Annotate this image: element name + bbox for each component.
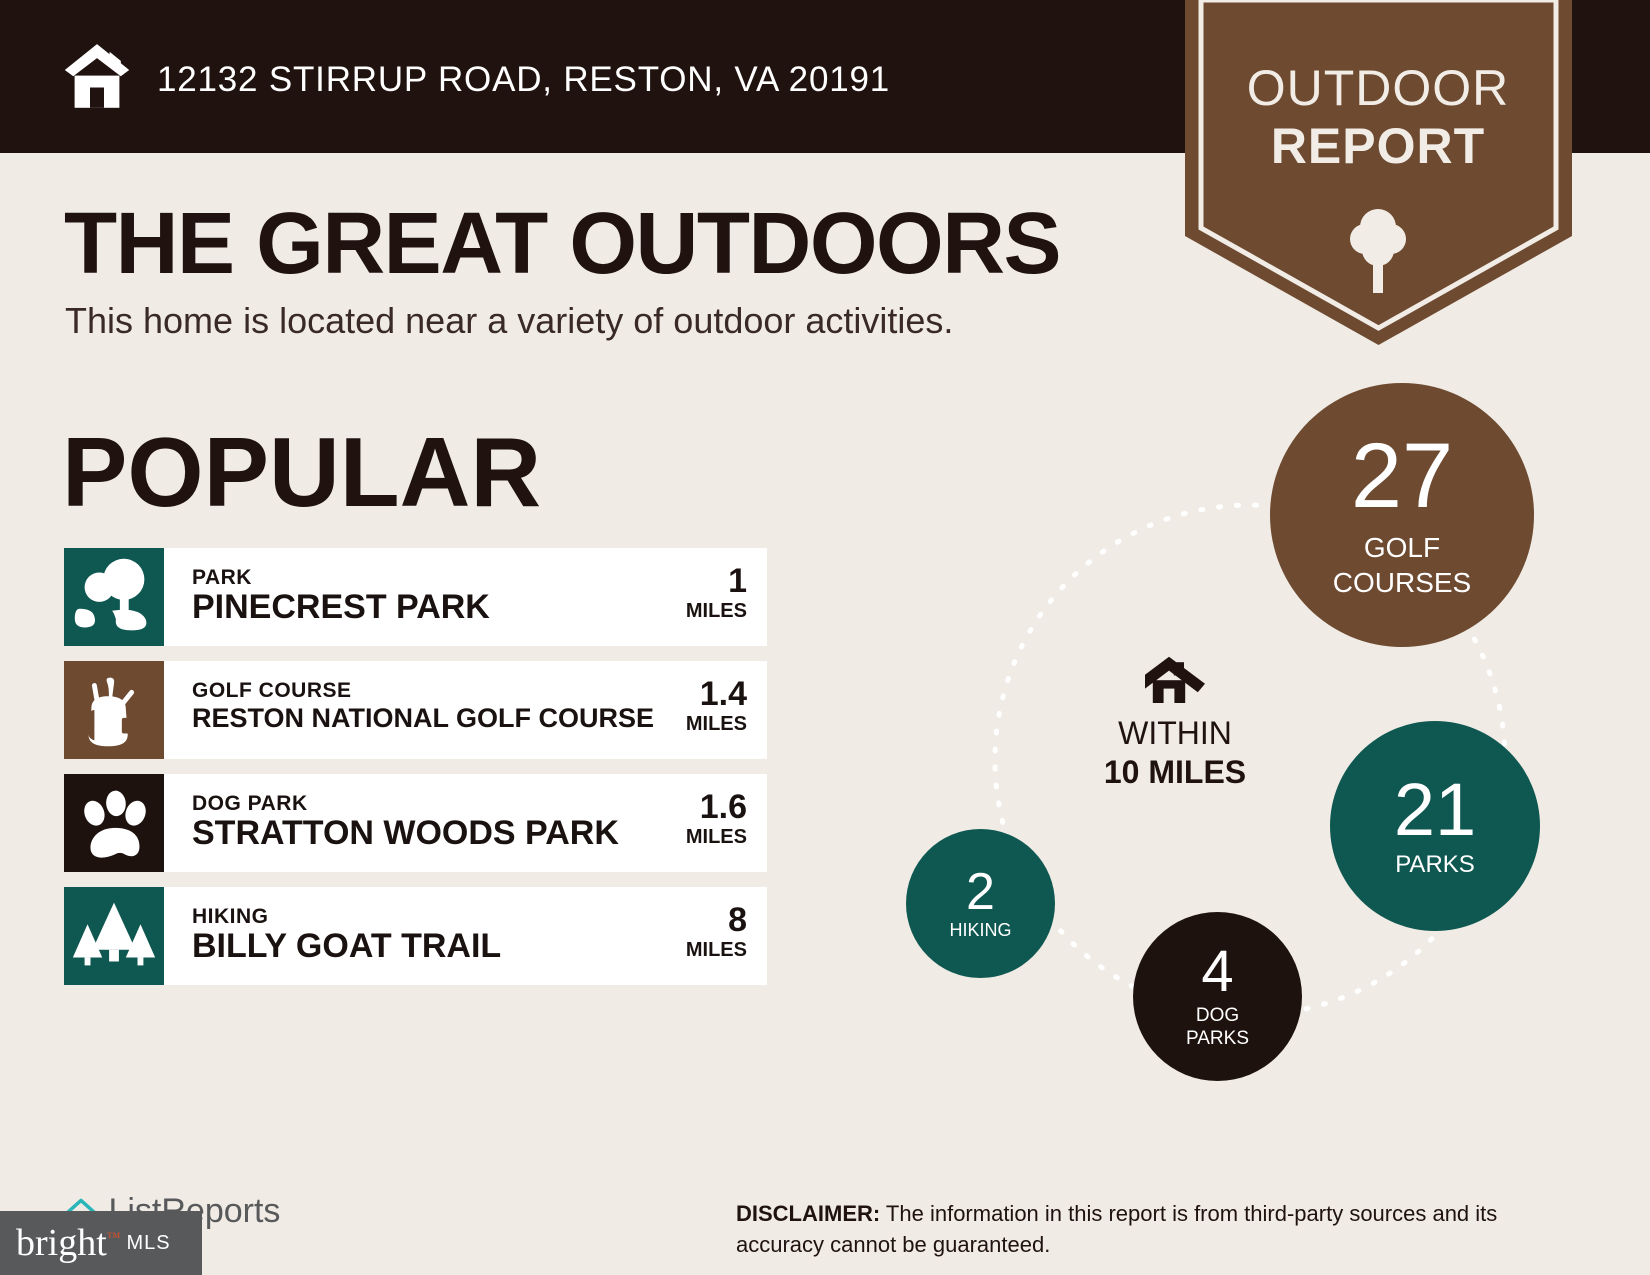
svg-text:OUTDOOR: OUTDOOR xyxy=(1247,60,1510,116)
svg-text:REPORT: REPORT xyxy=(1271,118,1485,174)
